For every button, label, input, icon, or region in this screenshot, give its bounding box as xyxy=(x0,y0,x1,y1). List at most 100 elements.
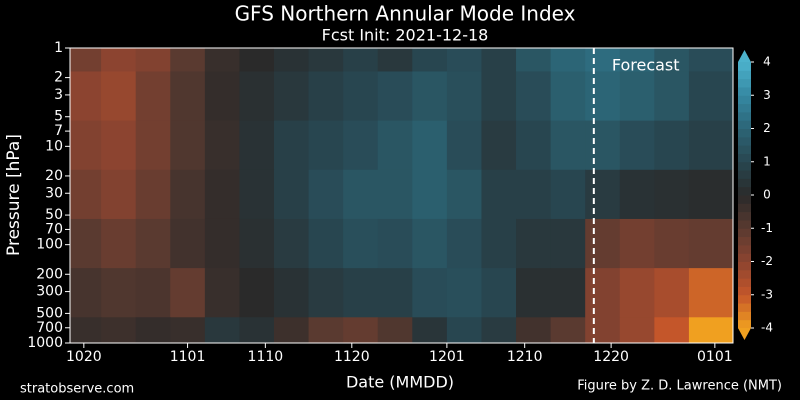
field-cell xyxy=(619,317,655,344)
field-cell xyxy=(170,218,206,269)
field-cell xyxy=(550,71,586,122)
field-cell xyxy=(239,169,275,220)
colorbar-segment xyxy=(738,294,751,304)
colorbar-segment xyxy=(738,170,751,179)
x-tick-label: 1020 xyxy=(66,349,102,365)
colorbar-tick-label: -1 xyxy=(761,221,773,235)
field-cell xyxy=(654,317,690,344)
field-cell xyxy=(412,317,448,344)
field-cell xyxy=(481,169,517,220)
field-cell xyxy=(274,169,310,220)
field-cell xyxy=(101,218,137,269)
field-cell xyxy=(412,71,448,122)
field-cell xyxy=(516,120,552,171)
x-tick-label: 1120 xyxy=(334,349,370,365)
field-cell xyxy=(550,268,586,318)
field-cell xyxy=(135,120,171,171)
field-cell xyxy=(377,48,413,72)
colorbar-segment xyxy=(738,244,751,254)
field-cell xyxy=(101,169,137,220)
field-cell xyxy=(688,48,734,72)
colorbar-segment xyxy=(738,286,751,296)
field-cell xyxy=(308,48,344,72)
colorbar-segment xyxy=(738,78,751,88)
field-cell xyxy=(239,268,275,318)
field-cell xyxy=(688,169,734,220)
field-cell xyxy=(516,71,552,122)
field-cell xyxy=(239,317,275,344)
x-tick-label: 1110 xyxy=(248,349,284,365)
plot-frame xyxy=(69,47,734,344)
y-tick-label: 1000 xyxy=(27,335,63,351)
field-cell xyxy=(412,268,448,318)
field-cell xyxy=(481,317,517,344)
field-cell xyxy=(343,48,379,72)
field-cell xyxy=(377,71,413,122)
colorbar-tick-label: 0 xyxy=(763,188,771,202)
field-cell xyxy=(204,169,240,220)
field-cell xyxy=(654,71,690,122)
field-cell xyxy=(688,317,734,344)
x-axis-label: Date (MMDD) xyxy=(346,373,454,392)
field-cell xyxy=(377,268,413,318)
field-cell xyxy=(274,120,310,171)
colorbar-segment xyxy=(738,203,751,213)
field-cell xyxy=(101,71,137,122)
colorbar-top-extend xyxy=(738,50,751,62)
chart-subtitle: Fcst Init: 2021-12-18 xyxy=(322,26,489,45)
field-cell xyxy=(585,218,621,269)
field-cell xyxy=(308,169,344,220)
colorbar-tick-label: 4 xyxy=(763,55,771,69)
x-tick-label: 1201 xyxy=(429,349,465,365)
field-cell xyxy=(204,71,240,122)
y-tick-label: 70 xyxy=(45,221,63,237)
field-cell xyxy=(550,169,586,220)
field-cell xyxy=(585,317,621,344)
y-tick-label: 20 xyxy=(45,168,63,184)
field-cell xyxy=(343,317,379,344)
colorbar-segment xyxy=(738,228,751,238)
field-cell xyxy=(550,317,586,344)
colorbar-segment xyxy=(738,278,751,287)
colorbar-segment xyxy=(738,269,751,279)
field-cell xyxy=(377,120,413,171)
field-cell xyxy=(204,268,240,318)
field-cell xyxy=(446,268,482,318)
field-cell xyxy=(619,120,655,171)
colorbar-segment xyxy=(738,95,751,105)
colorbar-segment xyxy=(738,103,751,113)
field-cell xyxy=(274,71,310,122)
colorbar-segment xyxy=(738,178,751,188)
field-cell xyxy=(481,268,517,318)
field-cell xyxy=(239,120,275,171)
field-cell xyxy=(516,169,552,220)
field-cell xyxy=(550,120,586,171)
field-cell xyxy=(688,71,734,122)
field-cell xyxy=(585,268,621,318)
field-cell xyxy=(619,169,655,220)
field-cell xyxy=(412,169,448,220)
field-cell xyxy=(101,120,137,171)
field-cell xyxy=(70,218,102,269)
field-cell xyxy=(585,71,621,122)
field-cell xyxy=(446,218,482,269)
colorbar-tick-label: -4 xyxy=(761,321,773,335)
field-cell xyxy=(274,317,310,344)
colorbar-segment xyxy=(738,62,751,71)
field-cell xyxy=(343,169,379,220)
field-cell xyxy=(170,317,206,344)
field-cell xyxy=(654,120,690,171)
field-cell xyxy=(308,268,344,318)
colorbar-segment xyxy=(738,261,751,271)
field-cell xyxy=(412,48,448,72)
field-cell xyxy=(516,218,552,269)
field-cell xyxy=(274,218,310,269)
y-tick-label: 3 xyxy=(54,87,63,103)
field-cell xyxy=(101,48,137,72)
colorbar-segment xyxy=(738,111,751,121)
field-cell xyxy=(550,48,586,72)
field-cell xyxy=(481,120,517,171)
field-cell xyxy=(204,317,240,344)
field-cell xyxy=(239,71,275,122)
field-cell xyxy=(619,71,655,122)
